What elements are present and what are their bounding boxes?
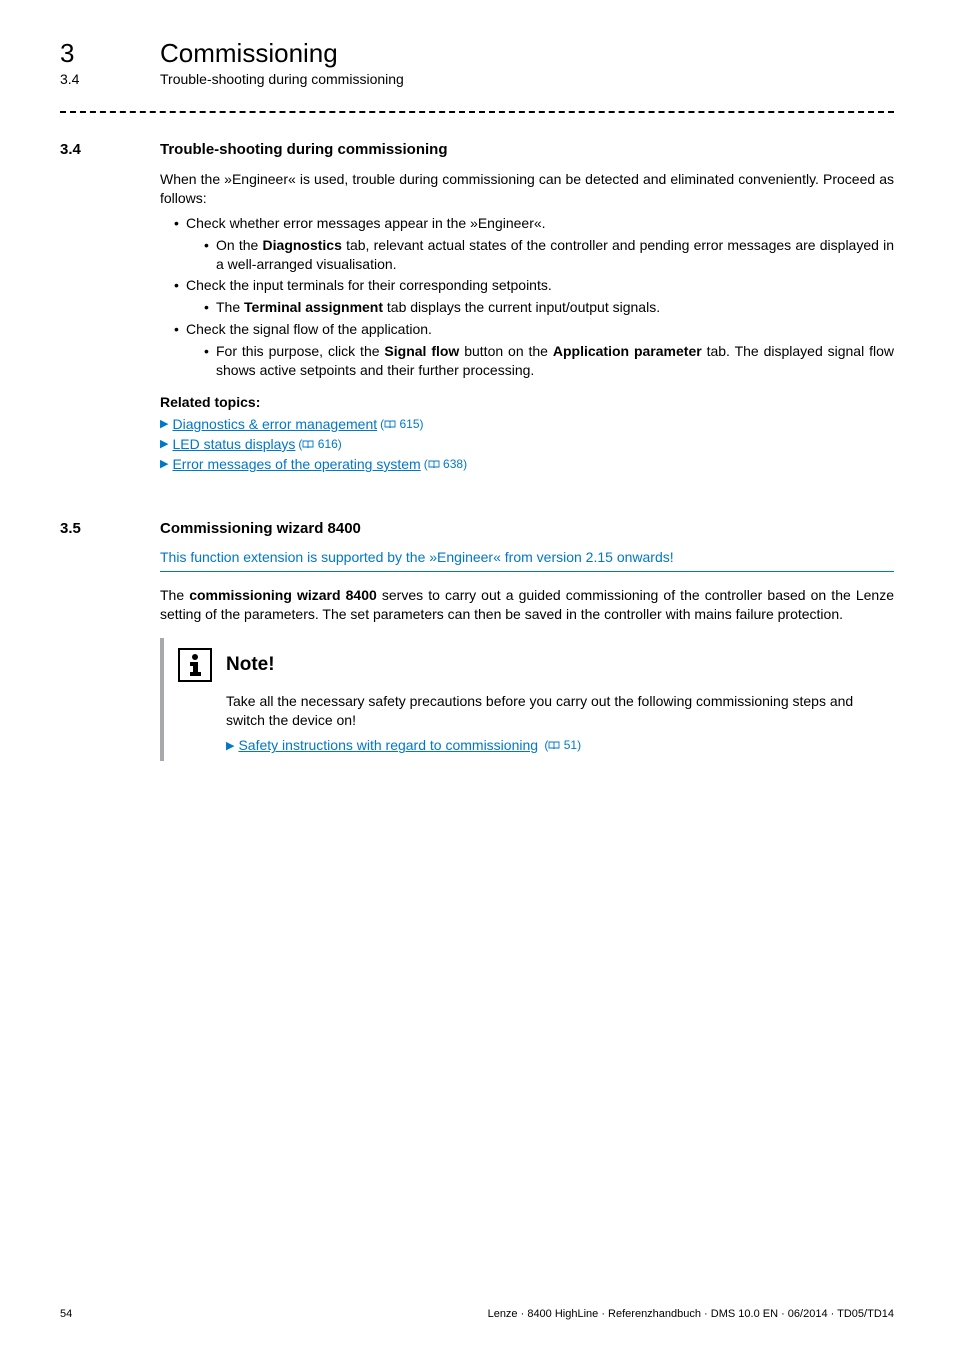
bullet-text: Check the signal flow of the application… xyxy=(186,321,432,337)
arrow-icon: ▶ xyxy=(160,417,168,430)
note-body-text: Take all the necessary safety precaution… xyxy=(226,692,894,730)
function-extension-note: This function extension is supported by … xyxy=(160,549,894,565)
page-footer: 54 Lenze · 8400 HighLine · Referenzhandb… xyxy=(60,1308,894,1320)
link-safety-instructions[interactable]: Safety instructions with regard to commi… xyxy=(238,737,538,753)
bullet-check-signal-flow: Check the signal flow of the application… xyxy=(174,320,894,380)
book-icon xyxy=(548,741,560,751)
footer-doc-info: Lenze · 8400 HighLine · Referenzhandbuch… xyxy=(488,1308,894,1320)
page-reference: ( 51) xyxy=(541,738,581,752)
note-callout: Note! Take all the necessary safety prec… xyxy=(160,638,894,762)
note-title: Note! xyxy=(226,654,275,676)
page-reference: ( 615) xyxy=(380,417,423,431)
arrow-icon: ▶ xyxy=(160,457,168,470)
bullet-check-errors: Check whether error messages appear in t… xyxy=(174,214,894,274)
related-topics-heading: Related topics: xyxy=(160,394,894,410)
section-title-3-5: Commissioning wizard 8400 xyxy=(160,520,361,537)
link-error-messages-os[interactable]: Error messages of the operating system xyxy=(172,456,420,472)
bullet-text: Check whether error messages appear in t… xyxy=(186,215,546,231)
bullet-diagnostics-tab: On the Diagnostics tab, relevant actual … xyxy=(204,236,894,274)
chapter-number: 3 xyxy=(60,38,160,69)
bullet-check-terminals: Check the input terminals for their corr… xyxy=(174,276,894,317)
section-number-3-5: 3.5 xyxy=(60,520,160,537)
bullet-signal-flow-detail: For this purpose, click the Signal flow … xyxy=(204,342,894,380)
bullet-text: Check the input terminals for their corr… xyxy=(186,277,552,293)
chapter-title: Commissioning xyxy=(160,38,338,69)
header-divider xyxy=(60,111,894,113)
link-led-status-displays[interactable]: LED status displays xyxy=(172,436,295,452)
book-icon xyxy=(384,420,396,430)
link-diagnostics-error-management[interactable]: Diagnostics & error management xyxy=(172,416,377,432)
book-icon xyxy=(302,440,314,450)
bullet-terminal-assignment: The Terminal assignment tab displays the… xyxy=(204,298,894,317)
arrow-icon: ▶ xyxy=(226,739,234,752)
section-title-3-4: Trouble-shooting during commissioning xyxy=(160,141,448,158)
section-35-intro: The commissioning wizard 8400 serves to … xyxy=(160,586,894,624)
note-divider xyxy=(160,571,894,572)
link-row-diagnostics: ▶ Diagnostics & error management ( 615) xyxy=(160,416,894,432)
subsection-title: Trouble-shooting during commissioning xyxy=(160,71,404,87)
link-row-led: ▶ LED status displays ( 616) xyxy=(160,436,894,452)
info-icon xyxy=(178,648,212,682)
subsection-number: 3.4 xyxy=(60,71,160,87)
page-reference: ( 616) xyxy=(298,437,341,451)
link-row-error-messages: ▶ Error messages of the operating system… xyxy=(160,456,894,472)
section-number-3-4: 3.4 xyxy=(60,141,160,158)
arrow-icon: ▶ xyxy=(160,437,168,450)
page-number: 54 xyxy=(60,1308,72,1320)
book-icon xyxy=(428,460,440,470)
page-reference: ( 638) xyxy=(424,457,467,471)
section-34-intro: When the »Engineer« is used, trouble dur… xyxy=(160,170,894,208)
link-row-safety: ▶ Safety instructions with regard to com… xyxy=(226,737,894,753)
